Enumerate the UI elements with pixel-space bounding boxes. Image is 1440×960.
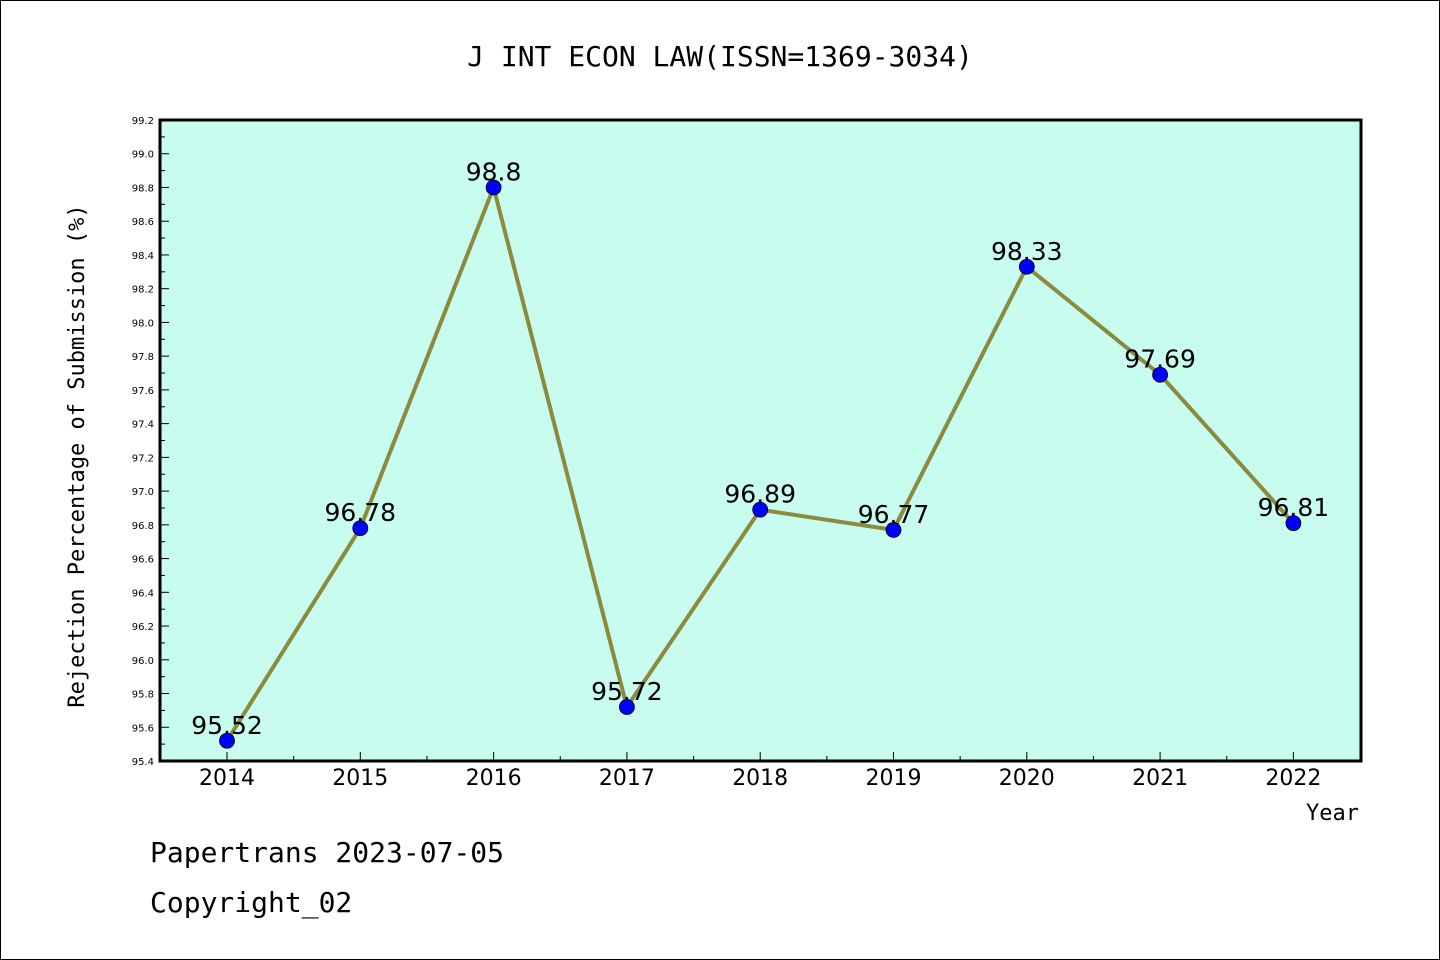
y-axis-label: Rejection Percentage of Submission (%) — [65, 204, 90, 707]
data-label: 95.72 — [591, 677, 663, 706]
y-tick-label: 95.6 — [132, 723, 154, 734]
data-point — [352, 520, 369, 537]
plot-area — [158, 118, 1363, 763]
x-axis-label: Year — [1306, 801, 1359, 826]
data-label: 96.89 — [724, 480, 796, 509]
y-tick-label: 99.0 — [132, 150, 154, 161]
y-tick-label: 98.2 — [132, 285, 154, 296]
y-tick-label: 96.8 — [132, 521, 154, 532]
data-label: 95.52 — [191, 711, 263, 740]
data-label-group: 95.52 96.78 98.8 95.72 96.89 96.77 98.33 97.69 9… — [191, 157, 1329, 739]
data-point — [1152, 366, 1168, 383]
y-tick-label: 97.2 — [132, 453, 154, 464]
y-tick-label: 96.2 — [132, 622, 154, 633]
y-tick-label: 97.6 — [132, 386, 154, 397]
data-label: 98.8 — [466, 157, 522, 186]
y-tick-label: 97.8 — [132, 352, 154, 363]
data-label: 96.78 — [325, 498, 397, 527]
x-tick-label: 2021 — [1132, 766, 1188, 791]
footer-source: Papertrans 2023-07-05 — [150, 836, 505, 869]
data-label: 97.69 — [1124, 345, 1196, 374]
data-point — [752, 501, 769, 518]
x-tick-label: 2018 — [732, 766, 788, 791]
x-tick-label: 2022 — [1265, 766, 1321, 791]
y-tick-label: 95.4 — [132, 757, 154, 768]
y-tick-label: 95.8 — [132, 690, 154, 701]
data-point — [1285, 515, 1302, 532]
y-tick-label: 96.4 — [132, 588, 154, 599]
data-point-group — [219, 179, 1302, 749]
data-point — [485, 179, 502, 196]
x-tick-label: 2014 — [199, 766, 255, 791]
chart-title: J INT ECON LAW(ISSN=1369-3034) — [467, 40, 973, 73]
data-label: 98.33 — [991, 237, 1063, 266]
y-tick-label: 97.4 — [132, 420, 154, 431]
y-tick-label: 98.0 — [132, 318, 154, 329]
x-tick-label: 2015 — [332, 766, 388, 791]
y-tick-label: 98.6 — [132, 217, 154, 228]
y-tick-label: 98.8 — [132, 183, 154, 194]
footer-copyright: Copyright_02 — [150, 886, 353, 919]
data-point — [219, 732, 235, 749]
x-tick-label: 2020 — [999, 766, 1055, 791]
data-point — [619, 699, 635, 715]
y-tick-label: 96.0 — [132, 656, 154, 667]
x-tick-label: 2016 — [466, 766, 522, 791]
x-tick-label: 2019 — [866, 766, 922, 791]
data-point — [885, 522, 902, 538]
data-point — [1018, 258, 1035, 275]
y-axis: 95.4 95.6 95.8 96.0 96.2 96.4 96.6 96.8 97.0 97.2… — [132, 116, 169, 768]
x-axis: 2014 2015 2016 2017 2018 2019 2020 2021 2022 — [199, 752, 1321, 791]
y-tick-label: 99.2 — [132, 116, 154, 127]
data-label: 96.81 — [1258, 493, 1330, 522]
y-tick-label: 97.0 — [132, 487, 154, 498]
y-tick-label: 96.6 — [132, 555, 154, 566]
y-tick-label: 98.4 — [132, 251, 154, 262]
x-tick-label: 2017 — [599, 766, 655, 791]
data-label: 96.77 — [858, 500, 930, 529]
